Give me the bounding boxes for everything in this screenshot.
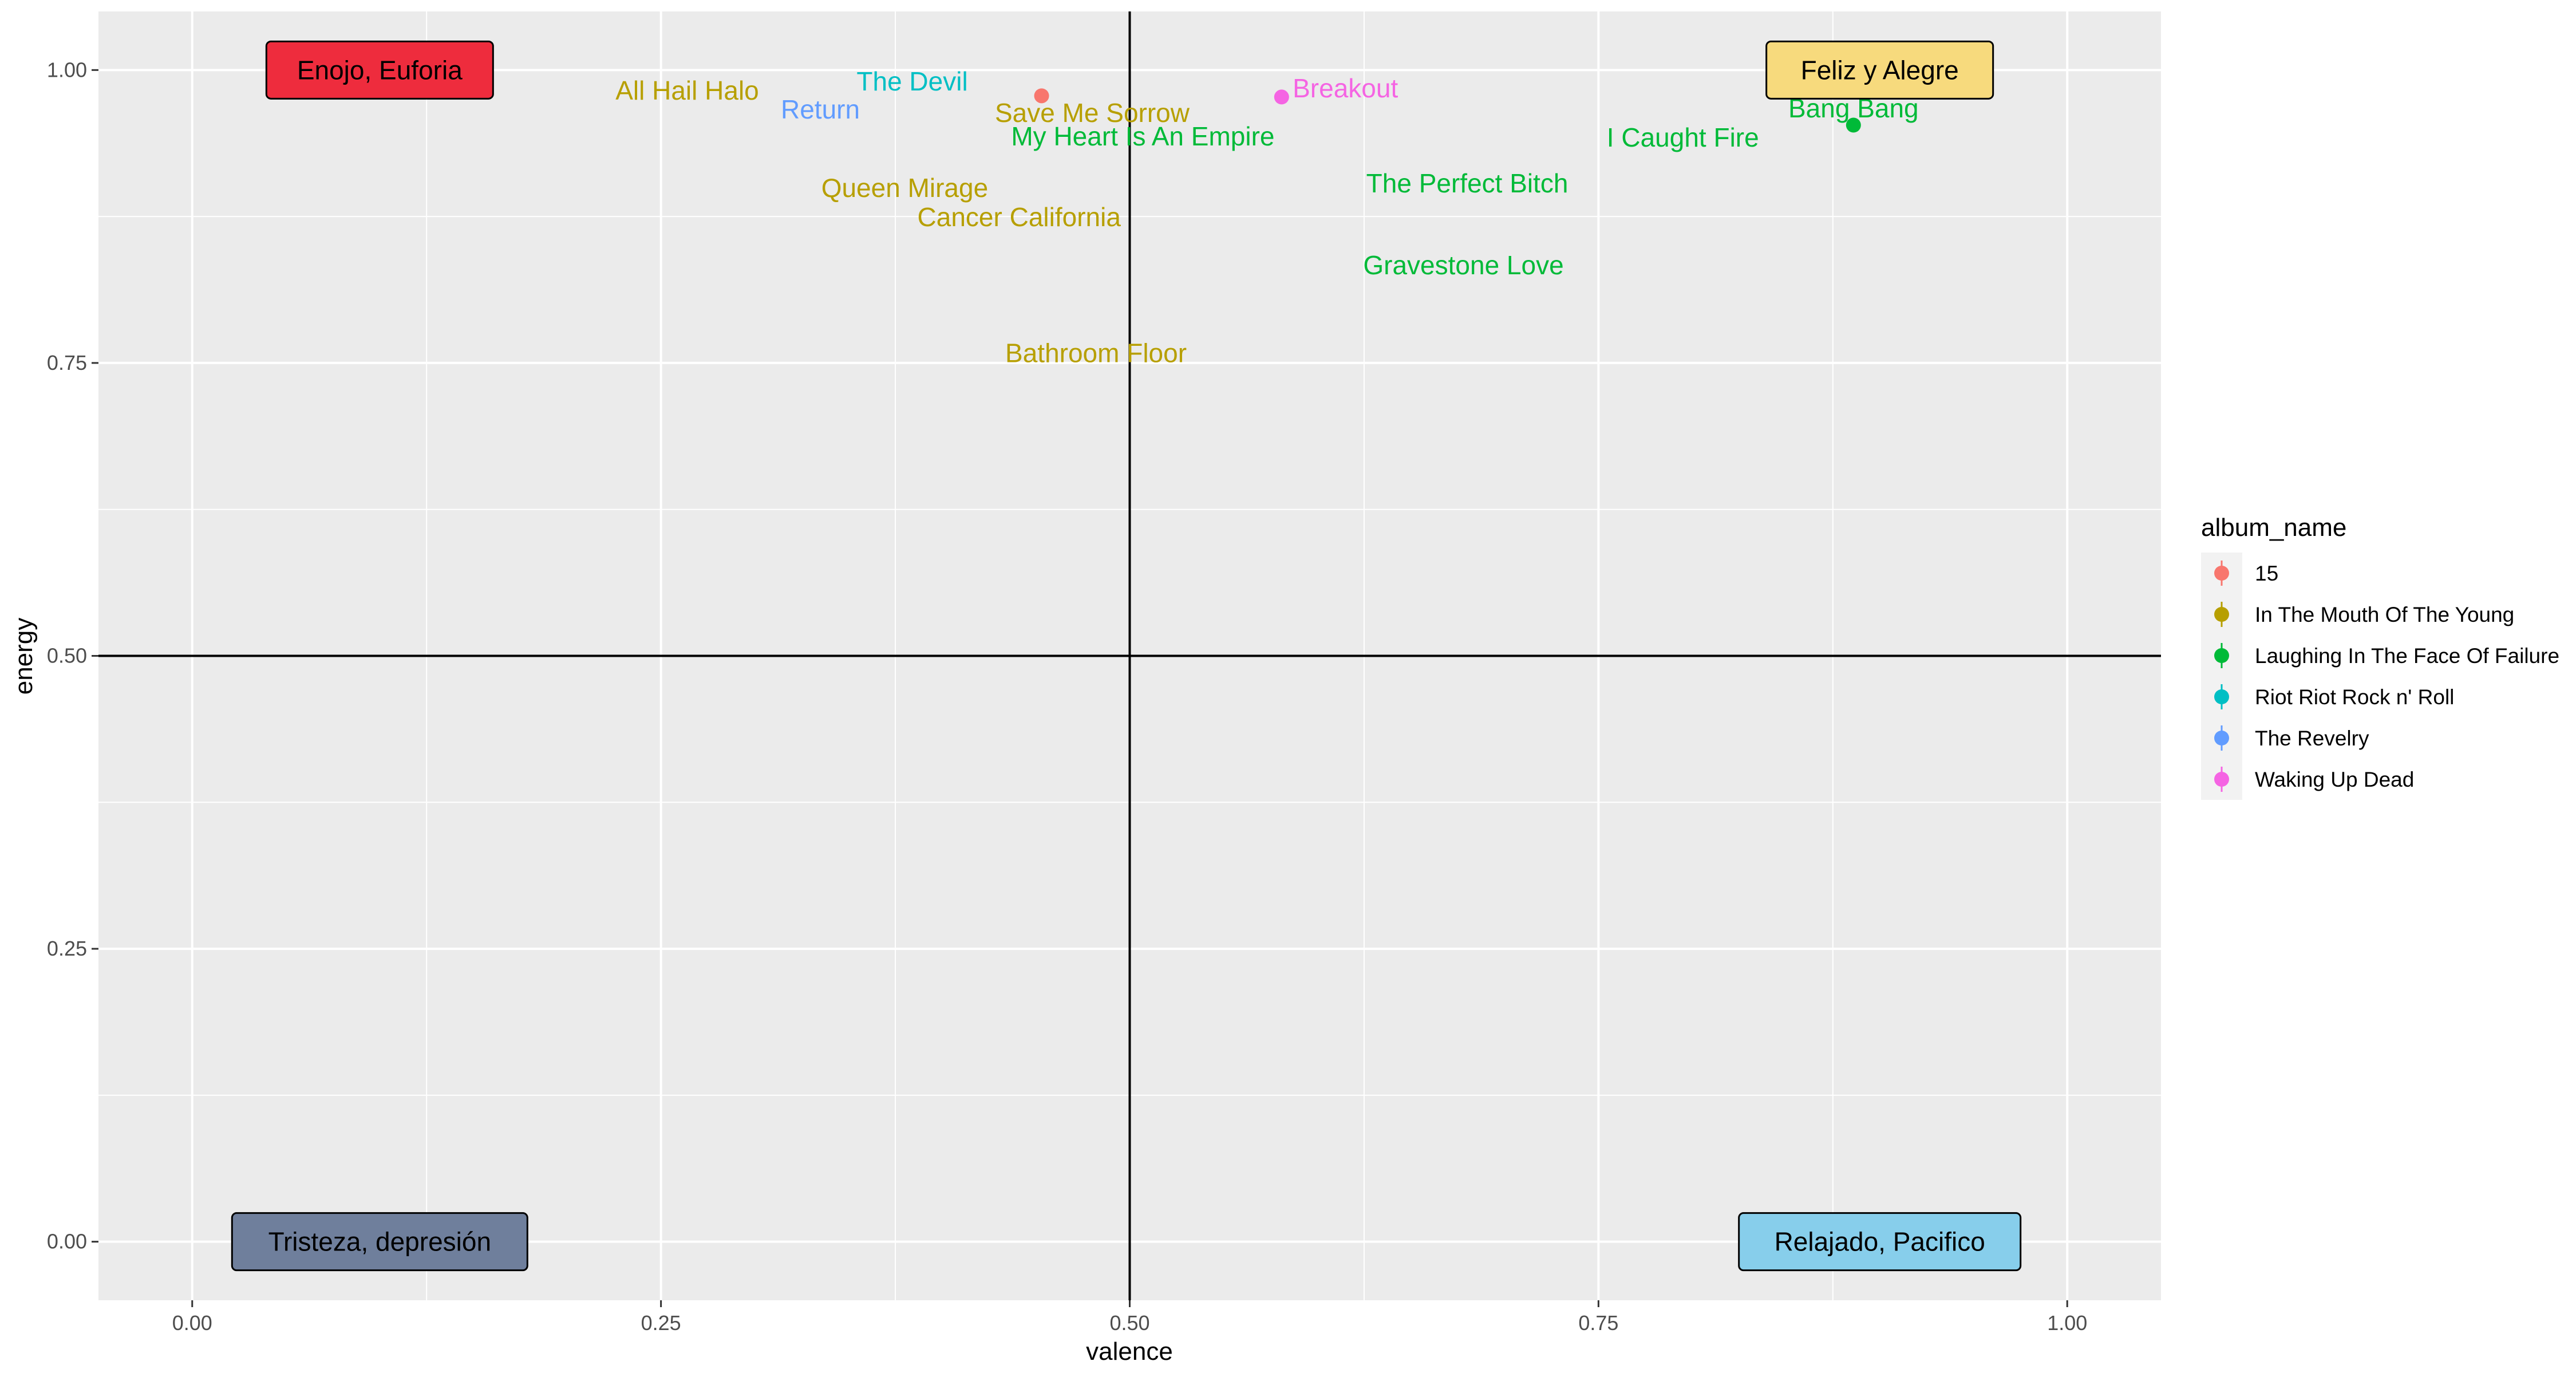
song-label: The Perfect Bitch xyxy=(1366,168,1568,198)
song-label: Save Me Sorrow xyxy=(995,98,1190,128)
legend-key-dot xyxy=(2214,607,2229,622)
song-label: My Heart Is An Empire xyxy=(1011,121,1274,151)
legend-key-dot xyxy=(2214,731,2229,745)
song-label: Bathroom Floor xyxy=(1005,338,1187,368)
legend-entry-label: Laughing In The Face Of Failure xyxy=(2255,644,2559,668)
reference-lines xyxy=(98,11,2161,1300)
legend-entry-label: In The Mouth Of The Young xyxy=(2255,603,2514,626)
y-tick-label: 0.25 xyxy=(47,937,87,960)
x-tick-label: 0.50 xyxy=(1109,1311,1149,1335)
legend-key-dot xyxy=(2214,772,2229,787)
quadrant-label-box xyxy=(1765,40,1994,100)
song-label: Breakout xyxy=(1293,73,1398,103)
x-tick-label: 0.00 xyxy=(172,1311,212,1335)
x-axis-title: valence xyxy=(1086,1337,1173,1366)
quadrant-label: Feliz y Alegre xyxy=(1801,55,1959,85)
legend: album_name 15 In The Mouth Of The Young La… xyxy=(2201,514,2559,800)
quadrant-label: Tristeza, depresión xyxy=(268,1227,491,1257)
y-axis-title: energy xyxy=(10,618,38,695)
quadrant-label-box xyxy=(231,1212,528,1272)
quadrant-labels: Enojo, Euforia Feliz y Alegre Tristeza, de… xyxy=(231,40,2022,1272)
x-tick-label: 0.75 xyxy=(1578,1311,1618,1335)
data-point xyxy=(1846,117,1861,133)
legend-entry-label: Riot Riot Rock n' Roll xyxy=(2255,685,2454,709)
data-points xyxy=(1034,88,1861,133)
song-label: Cancer California xyxy=(918,202,1121,232)
x-tick-label: 0.25 xyxy=(641,1311,681,1335)
y-tick-label: 0.50 xyxy=(47,644,87,668)
quadrant-label: Relajado, Pacifico xyxy=(1775,1227,1985,1257)
song-label: Return xyxy=(781,94,860,124)
legend-entry-label: 15 xyxy=(2255,562,2278,585)
legend-key-dot xyxy=(2214,689,2229,704)
y-tick-label: 1.00 xyxy=(47,58,87,81)
song-label: Gravestone Love xyxy=(1363,250,1563,280)
legend-entry-label: Waking Up Dead xyxy=(2255,768,2414,791)
y-tick-label: 0.00 xyxy=(47,1230,87,1253)
legend-key-background xyxy=(2201,553,2242,800)
quadrant-label: Enojo, Euforia xyxy=(297,55,463,85)
y-tick-label: 0.75 xyxy=(47,351,87,374)
legend-key-dot xyxy=(2214,648,2229,663)
legend-key-dot xyxy=(2214,566,2229,581)
data-point xyxy=(1034,88,1049,104)
legend-title: album_name xyxy=(2201,514,2346,542)
song-label: All Hail Halo xyxy=(615,76,759,105)
legend-entry-label: The Revelry xyxy=(2255,727,2369,750)
quadrant-label-box xyxy=(265,40,494,100)
song-label: Queen Mirage xyxy=(821,173,989,203)
quadrant-label-box xyxy=(1738,1212,2022,1272)
song-label: I Caught Fire xyxy=(1607,123,1759,152)
y-axis: 0.00 0.25 0.50 0.75 1.00 xyxy=(47,58,98,1253)
x-tick-label: 1.00 xyxy=(2047,1311,2087,1335)
x-axis: 0.00 0.25 0.50 0.75 1.00 xyxy=(172,1300,2087,1335)
data-point xyxy=(1274,89,1289,105)
song-label: The Devil xyxy=(856,66,967,96)
